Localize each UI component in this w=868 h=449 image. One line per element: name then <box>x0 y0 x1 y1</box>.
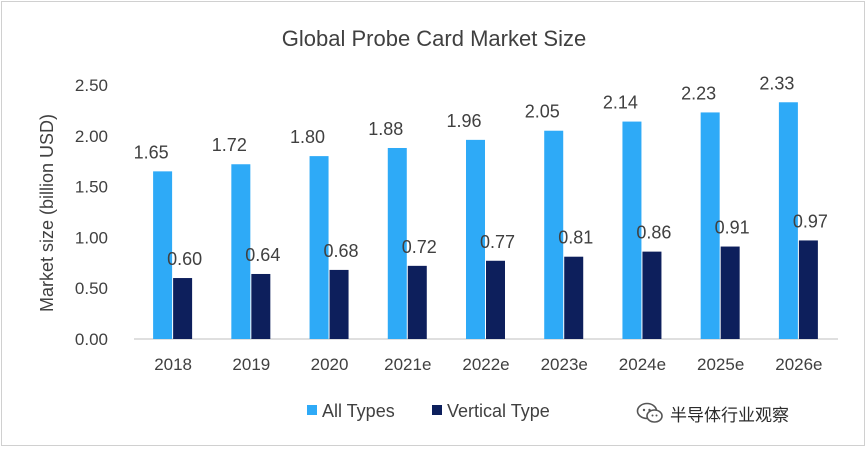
data-label: 0.77 <box>480 232 515 252</box>
data-label: 2.33 <box>759 73 794 93</box>
data-label: 0.97 <box>793 211 828 231</box>
y-axis-ticks: 0.00 0.50 1.00 1.50 2.00 2.50 <box>75 76 108 349</box>
data-label: 0.60 <box>167 249 202 269</box>
bar-all-types <box>387 147 407 339</box>
data-label: 1.80 <box>290 127 325 147</box>
bar-vertical-type <box>564 256 584 339</box>
bar-all-types <box>231 164 251 339</box>
bar-vertical-type <box>407 265 427 339</box>
data-label: 2.05 <box>525 102 560 122</box>
data-label: 2.23 <box>681 83 716 103</box>
bar-vertical-type <box>173 278 193 339</box>
y-axis-label: Market size (billion USD) <box>37 114 57 312</box>
bar-vertical-type <box>251 273 271 339</box>
data-label: 1.65 <box>134 142 169 162</box>
chart-title: Global Probe Card Market Size <box>282 26 586 51</box>
y-tick-label: 2.00 <box>75 127 108 146</box>
legend-swatch <box>432 405 442 415</box>
y-tick-label: 0.00 <box>75 330 108 349</box>
bar-all-types <box>466 139 485 339</box>
x-tick-label: 2024e <box>619 355 666 374</box>
legend-swatch <box>307 405 317 415</box>
x-tick-label: 2018 <box>154 355 192 374</box>
x-tick-label: 2021e <box>384 355 431 374</box>
data-label: 0.91 <box>715 218 750 238</box>
x-tick-label: 2026e <box>775 355 822 374</box>
y-tick-label: 2.50 <box>75 76 108 95</box>
bar-all-types <box>700 112 720 339</box>
bar-all-types <box>153 171 173 339</box>
bar-all-types <box>309 156 329 339</box>
data-label: 1.88 <box>368 119 403 139</box>
legend: All Types Vertical Type <box>307 401 550 421</box>
watermark-text: 半导体行业观察 <box>670 405 789 426</box>
y-tick-label: 1.50 <box>75 178 108 197</box>
bars-group: 1.65 1.72 1.80 1.88 1.96 2.05 2.14 2.23 2.33 0.60… <box>134 73 828 340</box>
x-tick-label: 2023e <box>541 355 588 374</box>
legend-label: All Types <box>322 401 395 421</box>
x-tick-label: 2020 <box>311 355 349 374</box>
data-label: 0.68 <box>324 241 359 261</box>
bar-vertical-type <box>642 251 662 339</box>
data-label: 2.14 <box>603 93 638 113</box>
y-tick-label: 0.50 <box>75 279 108 298</box>
bar-all-types <box>778 102 798 339</box>
legend-label: Vertical Type <box>447 401 550 421</box>
bar-vertical-type <box>798 240 818 339</box>
data-label: 0.86 <box>636 223 671 243</box>
bar-all-types <box>622 121 642 340</box>
data-label: 1.72 <box>212 135 247 155</box>
wechat-icon <box>636 402 663 423</box>
data-label: 0.72 <box>402 237 437 257</box>
x-tick-label: 2025e <box>697 355 744 374</box>
bar-vertical-type <box>329 269 349 339</box>
x-tick-label: 2022e <box>462 355 509 374</box>
bar-all-types <box>544 130 564 339</box>
watermark: 半导体行业观察 <box>636 398 789 428</box>
data-label: 0.64 <box>245 245 280 265</box>
data-label: 0.81 <box>558 228 593 248</box>
x-axis-ticks: 2018 2019 2020 2021e 2022e 2023e 2024e 2025e 202… <box>154 355 822 374</box>
y-tick-label: 1.00 <box>75 228 108 247</box>
bar-vertical-type <box>486 260 505 339</box>
data-label: 1.96 <box>446 111 481 131</box>
bar-vertical-type <box>720 246 740 339</box>
x-tick-label: 2019 <box>232 355 270 374</box>
